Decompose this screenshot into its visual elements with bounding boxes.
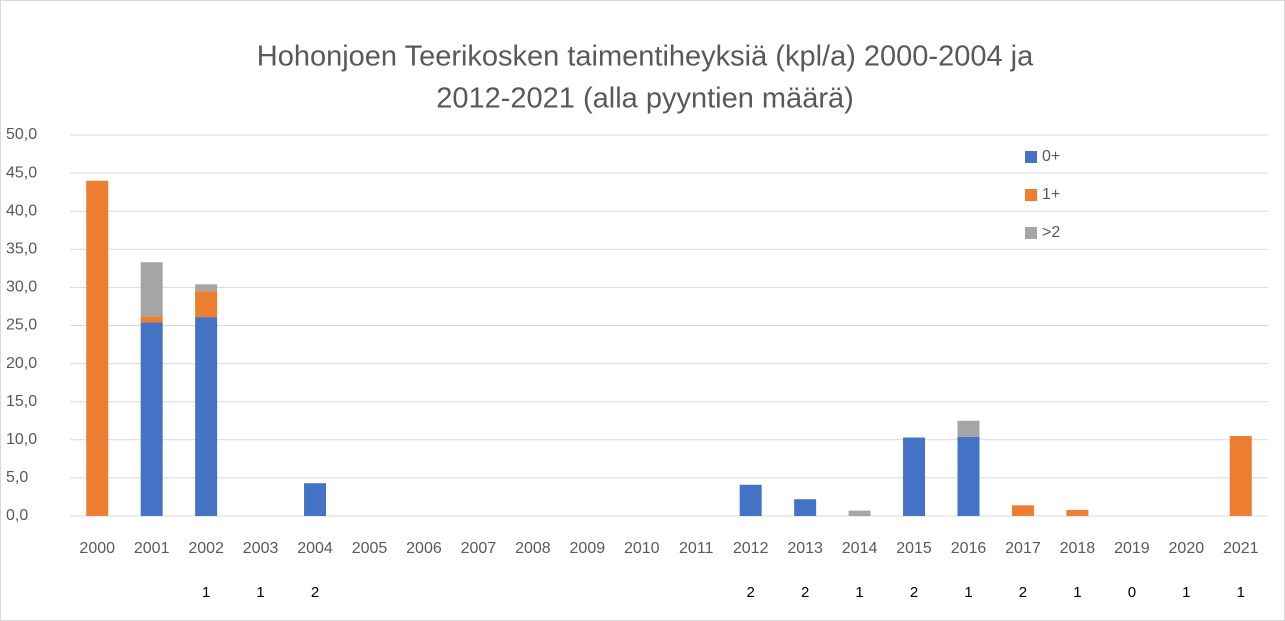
bar-segment (195, 317, 218, 516)
legend-label: 1+ (1042, 186, 1060, 203)
bar-segment (140, 322, 163, 516)
bar-segment (195, 284, 218, 292)
catch-count: 1 (855, 584, 863, 601)
catch-count: 0 (1128, 584, 1136, 601)
bar-segment (739, 484, 762, 516)
bar-segment (1229, 435, 1252, 516)
y-tick-label: 0,0 (6, 507, 28, 524)
x-tick-label: 2018 (1060, 540, 1096, 557)
x-tick-label: 2003 (243, 540, 279, 557)
y-tick-label: 25,0 (6, 317, 37, 334)
y-tick-label: 35,0 (6, 241, 37, 258)
bar-segment (1066, 509, 1089, 516)
catch-count: 1 (1182, 584, 1190, 601)
x-tick-label: 2009 (570, 540, 606, 557)
bar-segment (957, 420, 980, 437)
bar-segment (848, 510, 871, 516)
catch-count: 1 (202, 584, 210, 601)
x-tick-label: 2012 (733, 540, 769, 557)
bar-segment (86, 180, 109, 516)
x-tick-label: 2001 (134, 540, 170, 557)
x-tick-label: 2008 (515, 540, 551, 557)
catch-count: 1 (964, 584, 972, 601)
legend-label: >2 (1042, 224, 1060, 241)
catch-count: 2 (910, 584, 918, 601)
x-tick-label: 2013 (787, 540, 823, 557)
x-tick-label: 2020 (1169, 540, 1205, 557)
catch-count: 1 (1073, 584, 1081, 601)
y-tick-label: 20,0 (6, 355, 37, 372)
y-tick-label: 10,0 (6, 431, 37, 448)
legend-swatch (1025, 151, 1037, 163)
bar-segment (957, 436, 980, 516)
catch-count: 2 (747, 584, 755, 601)
legend-label: 0+ (1042, 148, 1060, 165)
y-tick-label: 45,0 (6, 164, 37, 181)
y-tick-label: 40,0 (6, 202, 37, 219)
bar-segment (794, 499, 817, 516)
catch-count: 2 (801, 584, 809, 601)
x-tick-label: 2021 (1223, 540, 1259, 557)
chart-title: 2012-2021 (alla pyyntien määrä) (436, 83, 854, 115)
x-tick-label: 2006 (406, 540, 442, 557)
bar-segment (903, 437, 926, 516)
catch-count: 2 (311, 584, 319, 601)
x-tick-label: 2005 (352, 540, 388, 557)
x-tick-label: 2019 (1114, 540, 1150, 557)
catch-count: 1 (256, 584, 264, 601)
y-tick-label: 30,0 (6, 279, 37, 296)
x-tick-label: 2007 (461, 540, 497, 557)
x-tick-label: 2011 (679, 540, 714, 557)
y-tick-label: 15,0 (6, 393, 37, 410)
x-tick-label: 2017 (1005, 540, 1041, 557)
catch-count: 1 (1237, 584, 1245, 601)
x-tick-label: 2015 (896, 540, 932, 557)
y-tick-label: 50,0 (6, 126, 37, 143)
bar-segment (195, 291, 218, 318)
bar-segment (140, 316, 163, 323)
bar-segment (140, 262, 163, 317)
x-tick-label: 2016 (951, 540, 987, 557)
catch-count: 2 (1019, 584, 1027, 601)
chart-title: Hohonjoen Teerikosken taimentiheyksiä (k… (257, 41, 1034, 73)
x-tick-label: 2002 (188, 540, 224, 557)
legend-swatch (1025, 189, 1037, 201)
bar-segment (1011, 505, 1034, 516)
y-tick-label: 5,0 (6, 469, 28, 486)
x-tick-label: 2014 (842, 540, 878, 557)
bar-segment (304, 483, 327, 516)
x-tick-label: 2010 (624, 540, 660, 557)
legend-swatch (1025, 227, 1037, 239)
x-tick-label: 2000 (79, 540, 115, 557)
x-tick-label: 2004 (297, 540, 333, 557)
